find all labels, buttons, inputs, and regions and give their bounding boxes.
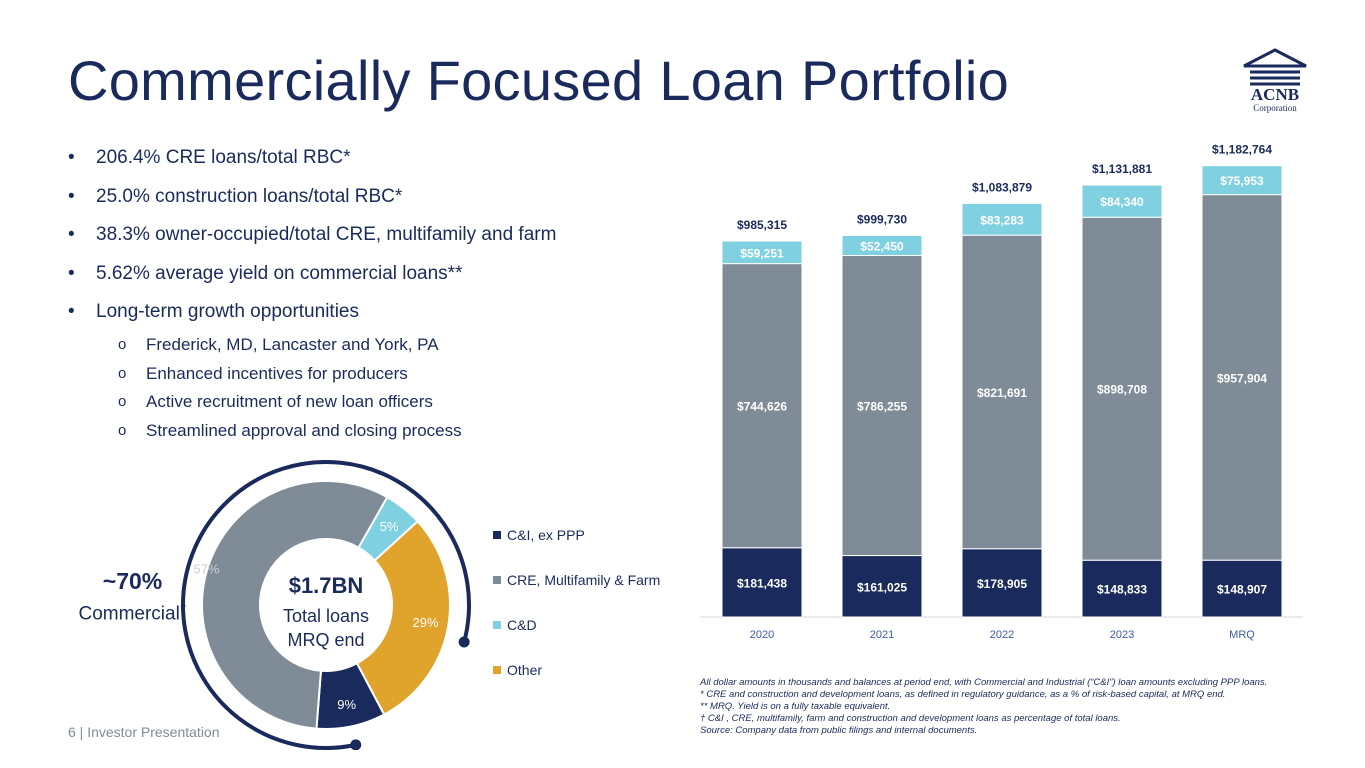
donut-center-label: MRQ end <box>287 630 364 650</box>
commercial-label: Commercial† <box>70 601 195 625</box>
x-tick-label: MRQ <box>1229 629 1255 641</box>
sub-bullet-item: Enhanced incentives for producers <box>118 362 462 391</box>
bar-segment-cd <box>721 240 803 265</box>
legend-label: Other <box>507 662 543 678</box>
bar-value-label: $161,025 <box>857 580 907 594</box>
x-tick-label: 2022 <box>990 629 1014 641</box>
commercial-label-text: Commercial <box>78 603 180 625</box>
sub-bullet-item: Active recruitment of new loan officers <box>118 390 462 419</box>
bar-value-label: $52,450 <box>860 240 904 254</box>
commercial-percent: ~70% <box>102 568 163 594</box>
legend-item-other: Other <box>493 662 542 678</box>
building-roof-icon <box>1243 48 1307 86</box>
bar-value-label: $59,251 <box>740 246 784 260</box>
legend-label: C&I, ex PPP <box>507 527 585 543</box>
bar-value-label: $898,708 <box>1097 383 1147 397</box>
legend-item-cd: C&D <box>493 617 537 633</box>
legend-label: C&D <box>507 617 537 633</box>
legend-swatch <box>493 666 501 674</box>
bullet-item: 25.0% construction loans/total RBC* <box>68 183 556 222</box>
bar-segment-cd <box>1081 184 1163 218</box>
bar-segment-cd <box>1201 165 1283 196</box>
bar-value-label: $821,691 <box>977 386 1027 400</box>
footnote: * CRE and construction and development l… <box>700 689 1226 700</box>
bar-segment-cre <box>961 234 1043 550</box>
bar-value-label: $744,626 <box>737 400 787 414</box>
legend-item-ci: C&I, ex PPP <box>493 527 585 543</box>
logo-text: ACNB <box>1250 85 1300 104</box>
donut-center-total: $1.7BN <box>289 573 364 598</box>
page-title: Commercially Focused Loan Portfolio <box>68 49 1010 112</box>
x-tick-label: 2021 <box>870 629 894 641</box>
bullet-item: 38.3% owner-occupied/total CRE, multifam… <box>68 221 556 260</box>
slice-other <box>355 519 451 716</box>
legend-swatch <box>493 576 501 584</box>
bullet-item: Long-term growth opportunities <box>68 298 556 337</box>
x-tick-label: 2020 <box>750 629 774 641</box>
bullet-list: 206.4% CRE loans/total RBC* 25.0% constr… <box>68 144 556 337</box>
bar-segment-cre <box>1201 194 1283 561</box>
sub-bullet-list: Frederick, MD, Lancaster and York, PA En… <box>118 333 462 448</box>
legend-item-cre: CRE, Multifamily & Farm <box>493 572 660 588</box>
footnote: Source: Company data from public filings… <box>700 725 978 736</box>
slice-value-label: 5% <box>380 519 399 534</box>
bracket-end-dot <box>350 739 362 750</box>
sub-bullet-item: Frederick, MD, Lancaster and York, PA <box>118 333 462 362</box>
bar-total-label: $1,131,881 <box>1092 162 1152 176</box>
slice-cre <box>201 480 389 730</box>
bar-segment-ci <box>1081 559 1163 618</box>
legend-swatch <box>493 531 501 539</box>
commercial-share: ~70% Commercial† <box>70 568 195 625</box>
bar-total-label: $985,315 <box>737 218 787 232</box>
bar-value-label: $957,904 <box>1217 371 1267 385</box>
bar-value-label: $84,340 <box>1100 195 1144 209</box>
bar-segment-cd <box>841 235 923 257</box>
bar-segment-cre <box>1081 216 1163 561</box>
footer-text: 6 | Investor Presentation <box>68 724 220 740</box>
bracket-arc <box>181 460 471 750</box>
acnb-logo: ACNB Corporation <box>1240 48 1310 120</box>
donut-center-label: Total loans <box>283 606 369 626</box>
bar-segment-cd <box>961 202 1043 236</box>
bar-value-label: $83,283 <box>980 213 1024 227</box>
footnotes: All dollar amounts in thousands and bala… <box>700 677 1267 737</box>
bar-value-label: $148,907 <box>1217 583 1267 597</box>
bar-value-label: $75,953 <box>1220 174 1264 188</box>
bar-segment-ci <box>1201 559 1283 618</box>
bullet-item: 5.62% average yield on commercial loans*… <box>68 260 556 299</box>
footnote: All dollar amounts in thousands and bala… <box>700 677 1268 688</box>
bar-value-label: $148,833 <box>1097 583 1147 597</box>
bullet-item: 206.4% CRE loans/total RBC* <box>68 144 556 183</box>
slice-value-label: 29% <box>413 615 439 630</box>
bracket-end-dot <box>458 636 470 648</box>
logo-subtext: Corporation <box>1253 103 1297 113</box>
bar-segment-ci <box>841 555 923 618</box>
footnote: † C&I , CRE, multifamily, farm and const… <box>700 713 1121 724</box>
bar-total-label: $1,083,879 <box>972 180 1032 194</box>
slice-value-label: 57% <box>193 561 219 576</box>
sub-bullet-item: Streamlined approval and closing process <box>118 419 462 448</box>
bar-segment-cre <box>841 255 923 557</box>
bar-value-label: $181,438 <box>737 576 787 590</box>
slice-value-label: 9% <box>337 697 356 712</box>
legend-label: CRE, Multifamily & Farm <box>507 572 661 588</box>
x-tick-label: 2023 <box>1110 629 1134 641</box>
bar-value-label: $178,905 <box>977 577 1027 591</box>
loan-balance-stacked-bar-chart: $181,438 $744,626 $59,251 $985,315 2020 $161,… <box>700 143 1303 641</box>
loan-mix-donut-chart: 9% 57% 5% 29% $1.7BN Total loans MRQ end <box>181 460 471 750</box>
legend-swatch <box>493 621 501 629</box>
bar-total-label: $999,730 <box>857 213 907 227</box>
footnote: ** MRQ. Yield is on a fully taxable equi… <box>700 701 891 712</box>
bar-total-label: $1,182,764 <box>1212 143 1272 157</box>
bar-value-label: $786,255 <box>857 400 907 414</box>
